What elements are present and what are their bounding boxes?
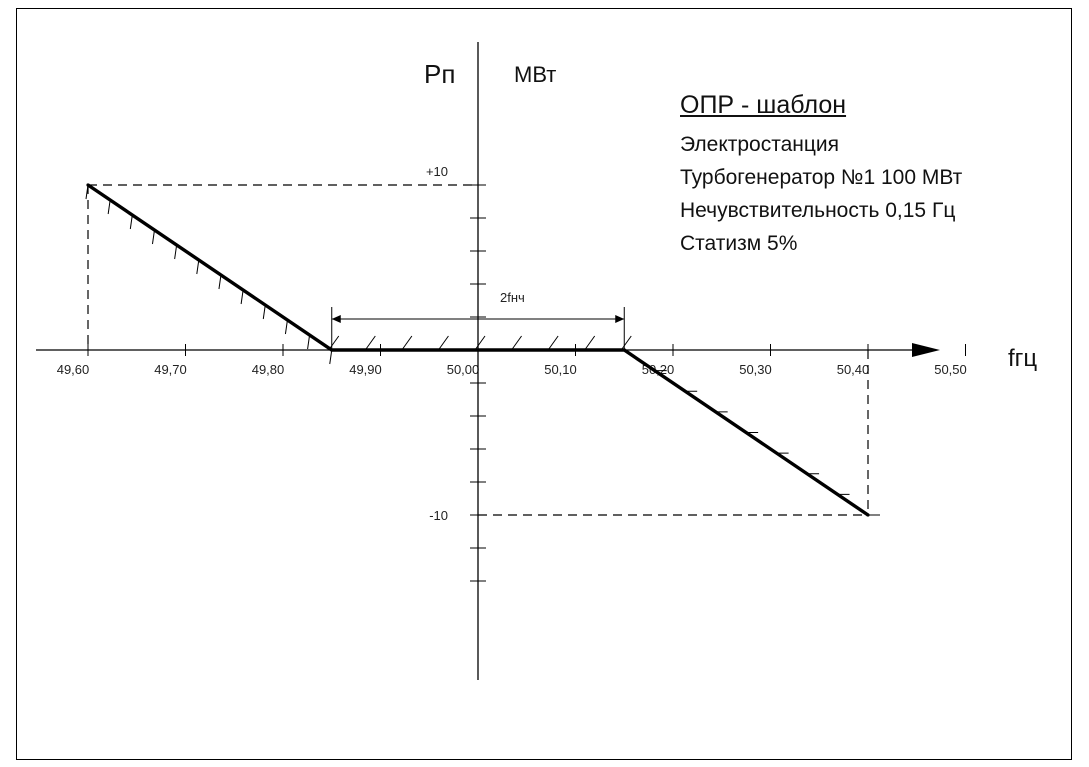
- x-tick-label: 50,40: [837, 362, 870, 377]
- hatch-mark: [107, 199, 111, 215]
- x-tick-label: 49,80: [252, 362, 285, 377]
- hatch-mark: [329, 349, 333, 365]
- hatch-mark: [474, 335, 486, 351]
- deadband-arrow-right: [615, 315, 625, 323]
- y-axis-unit: МВт: [514, 62, 556, 87]
- x-axis-label: fгц: [1008, 345, 1037, 372]
- deadband-label: 2fнч: [500, 290, 525, 305]
- x-tick-label: 50,30: [739, 362, 772, 377]
- x-tick-label: 50,00: [447, 362, 480, 377]
- hatch-mark: [307, 334, 311, 350]
- hatching: [85, 184, 880, 516]
- info-line-deadband: Нечувствительность 0,15 Гц: [680, 199, 956, 222]
- hatch-mark: [196, 259, 200, 275]
- chart-title: ОПР - шаблон: [680, 91, 847, 119]
- hatch-mark: [511, 335, 522, 351]
- x-tick-label: 49,60: [57, 362, 90, 377]
- y-tick-label: +10: [426, 164, 448, 179]
- chart-frame: [16, 8, 1072, 760]
- hatch-mark: [85, 184, 89, 200]
- x-tick-label: 49,70: [154, 362, 187, 377]
- hatch-mark: [151, 229, 155, 245]
- y-tick-label: -10: [429, 508, 448, 523]
- hatch-mark: [262, 304, 266, 320]
- hatch-mark: [620, 335, 632, 351]
- x-tick-label: 50,50: [934, 362, 967, 377]
- hatch-mark: [584, 335, 596, 351]
- x-tick-label: 50,10: [544, 362, 577, 377]
- info-line-droop: Статизм 5%: [680, 232, 798, 255]
- axis-labels: Pп МВт fгц 2fнч: [424, 59, 1037, 372]
- hatch-mark: [438, 335, 449, 351]
- series-point: [866, 513, 870, 517]
- hatch-mark: [364, 335, 376, 351]
- x-tick-label: 49,90: [349, 362, 382, 377]
- hatch-mark: [174, 244, 178, 260]
- deadband-arrow-left: [331, 315, 341, 323]
- y-axis-label: Pп: [424, 59, 455, 89]
- info-line-station: Электростанция: [680, 133, 840, 156]
- hatch-mark: [547, 335, 559, 351]
- axes: [36, 42, 940, 680]
- info-line-generator: Турбогенератор №1 100 МВт: [680, 166, 963, 189]
- hatch-mark: [401, 335, 413, 351]
- hatch-mark: [240, 289, 244, 305]
- hatch-mark: [218, 274, 222, 290]
- hatch-mark: [129, 214, 133, 230]
- series-point: [86, 183, 90, 187]
- x-axis-arrow: [912, 343, 940, 357]
- hatch-mark: [284, 319, 288, 335]
